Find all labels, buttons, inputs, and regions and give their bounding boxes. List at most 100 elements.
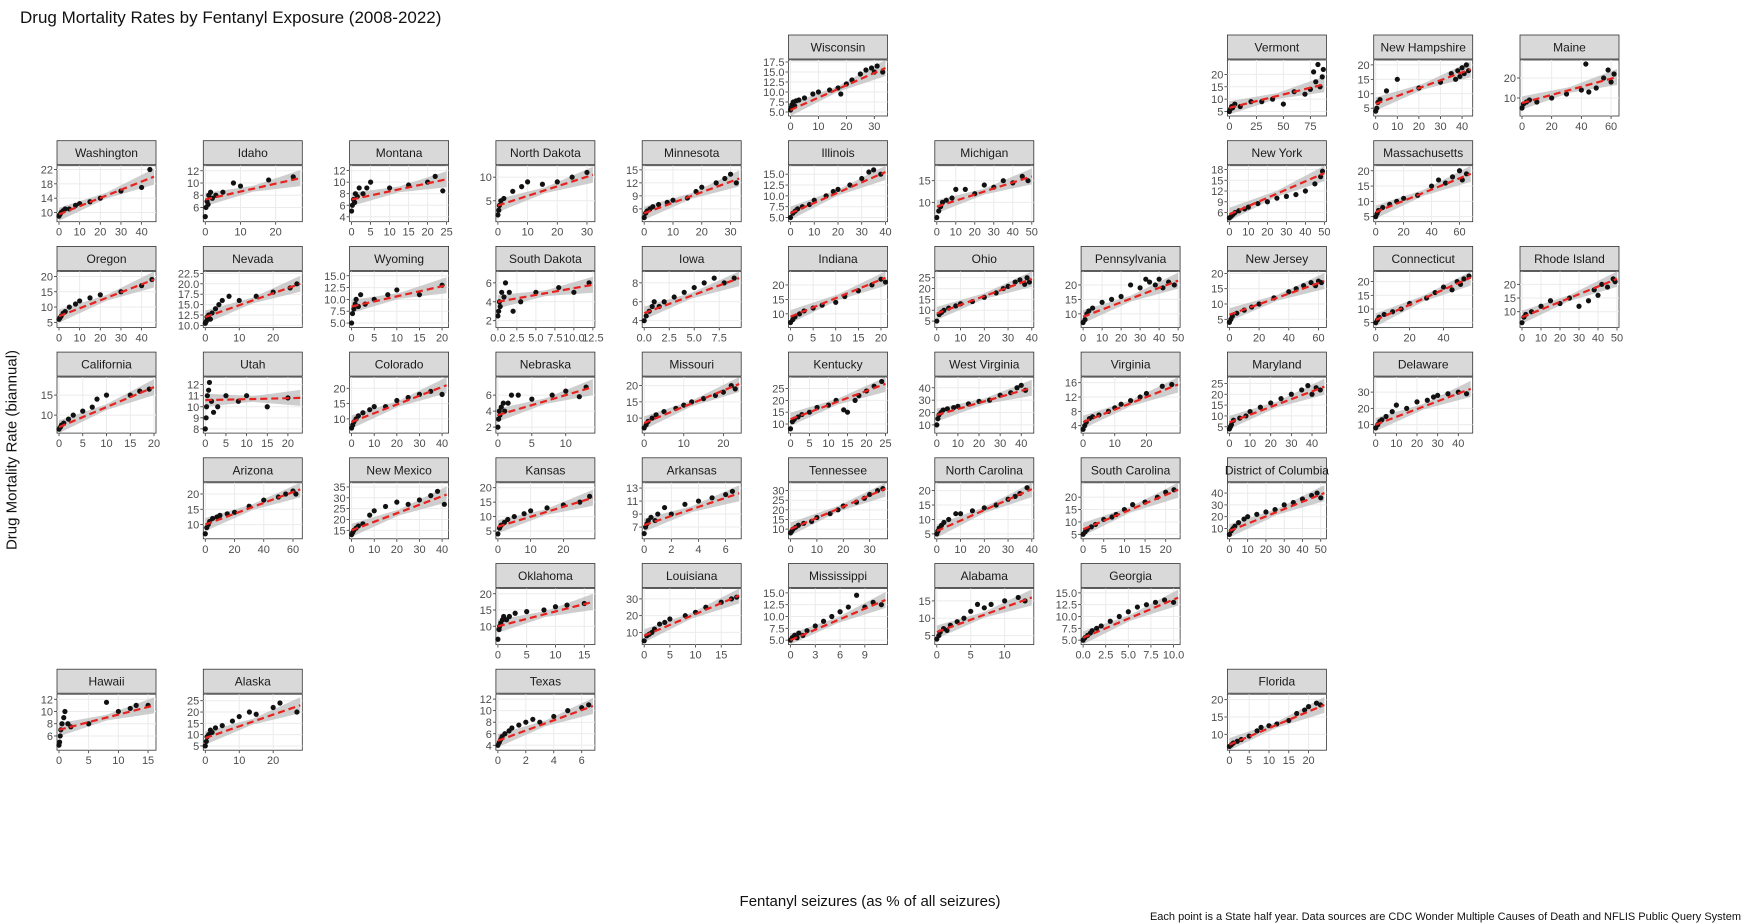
strip-label: Nebraska (520, 358, 572, 372)
y-tick-label: 5 (925, 631, 931, 643)
x-tick-label: 0 (787, 544, 793, 556)
data-point (57, 733, 63, 739)
x-tick-label: 10 (112, 755, 124, 767)
data-point (62, 309, 68, 315)
data-point (530, 716, 536, 722)
y-tick-label: 10.0 (763, 191, 784, 203)
y-tick-label: 6 (486, 390, 492, 402)
x-tick-label: 0 (934, 332, 940, 344)
x-tick-label: 20 (1160, 544, 1172, 556)
y-tick-label: 25 (772, 384, 784, 396)
x-tick-label: 0 (1519, 121, 1525, 133)
data-point (499, 289, 505, 295)
data-point (498, 404, 504, 410)
y-tick-label: 30 (1211, 500, 1223, 512)
x-tick-label: 10 (1242, 544, 1254, 556)
x-tick-label: 10 (999, 650, 1011, 662)
data-point (564, 602, 570, 608)
x-tick-label: 10 (233, 755, 245, 767)
x-tick-label: 50 (1315, 544, 1327, 556)
data-point (943, 197, 949, 203)
data-point (1094, 625, 1100, 631)
data-point (1169, 381, 1175, 388)
data-point (1449, 174, 1456, 180)
y-tick-label: 12 (626, 178, 638, 190)
data-point (244, 393, 250, 399)
y-tick-label: 15.0 (178, 300, 199, 312)
data-point (830, 188, 836, 195)
x-tick-label: 0 (641, 227, 647, 239)
y-tick-label: 10 (772, 524, 784, 536)
data-point (1308, 279, 1314, 286)
x-tick-label: 15 (124, 438, 136, 450)
strip-label: Iowa (679, 252, 705, 266)
confidence-band (351, 486, 447, 537)
data-point (1317, 387, 1323, 393)
data-point (505, 400, 511, 406)
data-point (695, 498, 702, 504)
data-point (367, 512, 373, 518)
y-tick-label: 20 (1211, 268, 1223, 280)
y-tick-label: 10.0 (1056, 612, 1077, 624)
data-point (727, 171, 734, 177)
data-point (1134, 604, 1140, 610)
panel-louisiana: Louisiana 0 5 10 15 10 20 30 (626, 563, 742, 662)
panel-new-hampshire: New Hampshire 0 10 20 30 40 5 10 15 20 (1357, 34, 1474, 133)
data-point (511, 513, 517, 520)
data-point (80, 408, 86, 414)
fit-line (58, 386, 155, 429)
data-point (89, 404, 95, 410)
strip-label: Rhode Island (1534, 252, 1605, 266)
x-tick-label: 40 (1299, 227, 1311, 239)
y-tick-label: 20 (333, 514, 345, 526)
x-tick-label: 0.0 (1075, 650, 1090, 662)
data-point (512, 610, 518, 616)
data-point (495, 416, 502, 422)
data-point (1414, 399, 1420, 405)
x-tick-label: 20 (1253, 332, 1265, 344)
y-tick-label: 12 (1211, 186, 1223, 198)
y-tick-label: 12.5 (763, 600, 784, 612)
data-point (667, 616, 673, 622)
data-point (207, 189, 214, 195)
data-point (1549, 95, 1555, 101)
y-tick-label: 5 (486, 196, 492, 208)
x-tick-label: 5 (667, 650, 673, 662)
data-point (351, 306, 357, 312)
data-point (1014, 385, 1020, 391)
y-tick-label: 10 (41, 302, 53, 314)
y-tick-label: 15 (772, 294, 784, 306)
data-point (1272, 507, 1278, 513)
data-point (1383, 88, 1390, 94)
data-point (1519, 320, 1525, 326)
data-point (439, 391, 445, 397)
data-point (700, 396, 707, 402)
data-point (1461, 276, 1467, 282)
panel-south-dakota: South Dakota 0.0 2.5 5.0 7.5 10.012.5 2 4 6 (486, 245, 604, 344)
data-point (1456, 168, 1463, 174)
strip-washington (56, 140, 157, 166)
y-tick-label: 10 (1211, 299, 1223, 311)
y-tick-label: 10 (187, 178, 199, 190)
y-tick-label: 10 (1504, 307, 1516, 319)
x-tick-label: 50 (1277, 121, 1289, 133)
data-point (1156, 276, 1162, 282)
x-tick-label: 10 (952, 438, 964, 450)
data-point (206, 379, 213, 386)
chart-title: Drug Mortality Rates by Fentanyl Exposur… (20, 8, 442, 27)
data-point (207, 316, 213, 322)
data-point (1017, 277, 1023, 283)
y-tick-label: 2 (486, 316, 492, 328)
x-tick-label: 10 (808, 227, 820, 239)
fit-line (58, 704, 155, 731)
data-point (62, 206, 68, 212)
y-tick-label: 12.5 (1056, 600, 1077, 612)
data-point (1578, 87, 1584, 93)
data-point (1143, 602, 1150, 608)
data-point (691, 284, 697, 291)
x-tick-label: 10 (1263, 755, 1275, 767)
data-point (205, 201, 211, 208)
x-tick-label: 50 (1172, 332, 1184, 344)
data-point (215, 404, 221, 410)
